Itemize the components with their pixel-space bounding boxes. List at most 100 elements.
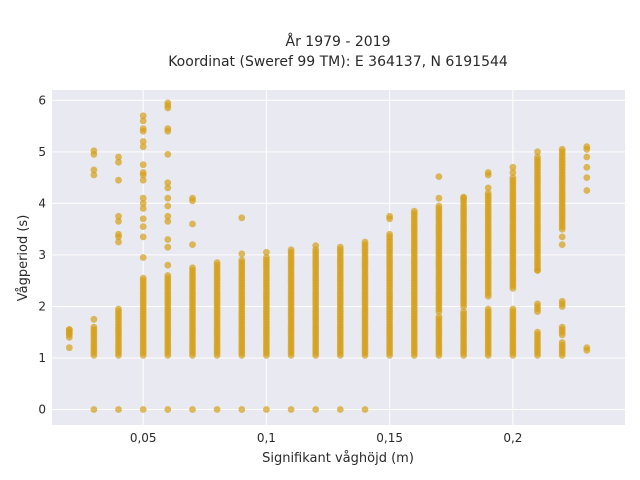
data-point	[90, 315, 98, 323]
data-point	[534, 148, 541, 156]
data-point	[139, 117, 147, 125]
data-point	[484, 169, 492, 176]
data-point	[139, 138, 147, 145]
x-tick-label: 0,1	[257, 431, 276, 445]
chart-title-line2: Koordinat (Sweref 99 TM): E 364137, N 61…	[168, 54, 508, 70]
data-point	[139, 194, 147, 202]
data-point	[460, 308, 467, 315]
x-tick-label: 0,05	[130, 431, 157, 445]
data-point	[65, 344, 73, 352]
data-point	[238, 250, 246, 258]
x-axis-ticks: 0,05 0,1 0,15 0,2	[130, 431, 523, 445]
data-point	[263, 254, 270, 261]
data-point	[189, 406, 196, 413]
data-point	[583, 174, 591, 182]
data-point	[115, 158, 122, 166]
data-point	[139, 143, 147, 151]
data-point	[115, 153, 122, 161]
data-point	[164, 406, 172, 413]
y-tick-label: 4	[38, 196, 46, 210]
data-point	[263, 248, 270, 256]
data-point	[164, 194, 172, 202]
data-point	[164, 243, 172, 251]
data-point	[435, 194, 443, 202]
data-point	[534, 267, 541, 274]
data-point	[312, 406, 320, 413]
x-tick-label: 0,15	[376, 431, 403, 445]
data-point	[509, 174, 517, 182]
data-point	[435, 173, 443, 181]
data-point	[139, 215, 147, 223]
data-point	[139, 223, 147, 231]
data-point	[386, 212, 393, 220]
data-point	[164, 236, 172, 243]
data-point	[484, 184, 492, 192]
y-tick-label: 1	[38, 351, 46, 365]
data-point	[90, 406, 98, 413]
data-point	[115, 176, 122, 184]
data-point	[534, 153, 541, 161]
data-point	[509, 305, 517, 313]
data-point	[583, 143, 591, 151]
data-point	[90, 166, 98, 174]
data-point	[484, 189, 492, 197]
y-axis-ticks: 0 1 2 3 4 5 6	[38, 93, 46, 416]
data-point	[583, 153, 591, 161]
data-point	[139, 169, 147, 176]
data-point	[386, 230, 393, 238]
y-axis-label: Vågperiod (s)	[16, 215, 31, 302]
data-point	[238, 406, 246, 413]
data-point	[90, 323, 98, 331]
data-point	[534, 328, 541, 336]
data-point	[336, 406, 344, 413]
data-point	[558, 297, 566, 305]
data-point	[558, 339, 566, 346]
y-tick-label: 3	[38, 248, 46, 262]
data-point	[164, 272, 172, 279]
data-point	[139, 125, 147, 133]
data-point	[164, 179, 172, 187]
data-point	[534, 300, 541, 308]
data-point	[238, 256, 246, 264]
data-point	[65, 326, 73, 334]
data-point	[115, 218, 122, 225]
data-point	[558, 323, 566, 331]
data-point	[583, 344, 591, 352]
data-point	[164, 202, 172, 210]
data-point	[115, 212, 122, 220]
data-point	[115, 238, 122, 246]
data-point	[164, 125, 172, 133]
data-point	[139, 205, 147, 212]
data-point	[189, 194, 196, 202]
data-point	[139, 233, 147, 241]
data-point	[410, 207, 418, 215]
data-point	[509, 163, 517, 171]
data-point	[361, 406, 369, 413]
data-point	[460, 193, 467, 201]
data-point	[435, 202, 443, 210]
chart-title-line1: År 1979 - 2019	[286, 33, 391, 50]
data-point	[115, 406, 122, 413]
data-point	[213, 259, 221, 267]
data-point	[164, 151, 172, 158]
data-point	[139, 161, 147, 169]
data-point	[558, 145, 566, 153]
data-point	[238, 214, 246, 222]
data-point	[164, 212, 172, 220]
data-point	[139, 406, 147, 413]
y-tick-label: 2	[38, 299, 46, 313]
data-point	[336, 243, 344, 251]
data-point	[287, 406, 295, 413]
data-point	[139, 112, 147, 120]
data-point	[189, 264, 196, 272]
data-point	[139, 176, 147, 184]
data-point	[189, 220, 196, 228]
y-tick-label: 0	[38, 403, 46, 417]
data-point	[361, 238, 369, 246]
data-point	[213, 406, 221, 413]
data-point	[484, 305, 492, 313]
data-point	[435, 313, 443, 321]
data-points	[65, 99, 591, 413]
data-point	[312, 242, 320, 250]
